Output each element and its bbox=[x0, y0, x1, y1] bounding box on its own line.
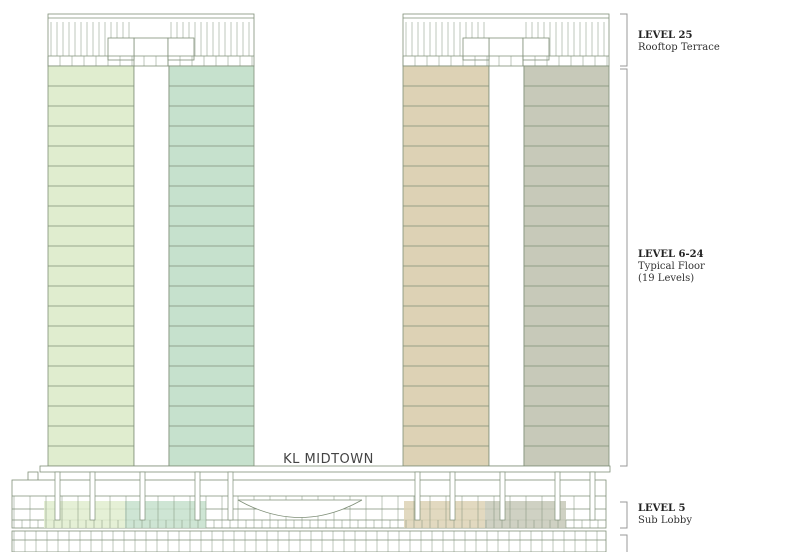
column bbox=[554, 471, 561, 521]
entrance-canopy bbox=[237, 499, 363, 518]
level-note: (19 Levels) bbox=[638, 273, 695, 284]
roof-opening bbox=[522, 37, 550, 61]
level-brackets bbox=[620, 13, 628, 552]
core bbox=[488, 65, 525, 467]
level-desc: Sub Lobby bbox=[638, 515, 692, 526]
level-bracket bbox=[620, 501, 628, 529]
podium-slab bbox=[39, 465, 611, 473]
level-title: LEVEL 25 bbox=[638, 30, 693, 41]
level-25-label: LEVEL 25 Rooftop Terrace bbox=[638, 30, 720, 54]
level-5-label: LEVEL 5 Sub Lobby bbox=[638, 503, 692, 527]
level-bracket bbox=[620, 534, 628, 552]
column bbox=[499, 471, 506, 521]
core bbox=[133, 65, 170, 467]
right-tower bbox=[402, 13, 610, 467]
column bbox=[449, 471, 456, 521]
roof-opening bbox=[107, 37, 135, 61]
column bbox=[89, 471, 96, 521]
column bbox=[589, 471, 596, 521]
level-bracket bbox=[620, 68, 628, 467]
podium-tint bbox=[125, 501, 206, 528]
roof-opening bbox=[167, 37, 195, 61]
level-bracket bbox=[620, 13, 628, 67]
roof-opening bbox=[462, 37, 490, 61]
podium-tint bbox=[485, 501, 566, 528]
column bbox=[194, 471, 201, 521]
podium bbox=[11, 465, 611, 552]
left-tower bbox=[47, 13, 255, 467]
column bbox=[54, 471, 61, 521]
level-6-24-label: LEVEL 6-24 Typical Floor (19 Levels) bbox=[638, 249, 705, 285]
ground-floor bbox=[11, 530, 607, 552]
level-desc: Typical Floor bbox=[638, 261, 705, 272]
level-title: LEVEL 5 bbox=[638, 503, 686, 514]
building-name: KL MIDTOWN bbox=[283, 452, 374, 467]
column bbox=[414, 471, 421, 521]
level-title: LEVEL 6-24 bbox=[638, 249, 704, 260]
level-desc: Rooftop Terrace bbox=[638, 42, 720, 53]
column bbox=[139, 471, 146, 521]
column bbox=[227, 471, 234, 521]
